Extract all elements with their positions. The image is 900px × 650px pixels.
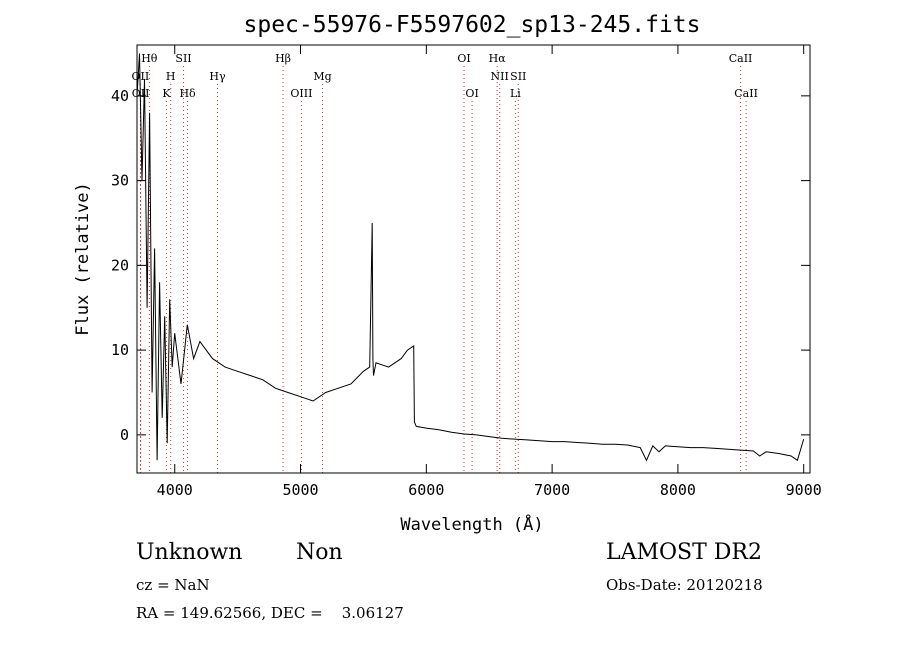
object-class: Unknown: [136, 540, 243, 565]
line-label: Hδ: [179, 87, 196, 100]
x-tick-label: 4000: [157, 481, 193, 499]
x-tick-label: 9000: [786, 481, 822, 499]
x-tick-label: 8000: [660, 481, 696, 499]
line-label: Hγ: [209, 70, 226, 83]
line-label: H: [166, 70, 176, 83]
spectrum-line: [136, 53, 805, 462]
spectral-line-markers: [139, 66, 747, 473]
line-label: K: [162, 87, 171, 100]
line-label: Li: [510, 87, 521, 100]
x-axis-ticks: 4000 5000 6000 7000 8000 9000: [157, 45, 822, 499]
line-label: NII: [491, 70, 509, 83]
chart-title: spec-55976-F5597602_sp13-245.fits: [244, 12, 701, 38]
line-label: Hβ: [275, 52, 291, 65]
x-tick-label: 6000: [408, 481, 444, 499]
y-tick-label: 30: [111, 172, 129, 190]
y-axis-ticks: 0 10 20 30 40: [111, 87, 810, 444]
line-label: CaII: [729, 52, 753, 65]
redshift-value: cz = NaN: [136, 576, 210, 594]
plot-frame: [136, 44, 811, 474]
x-axis-label: Wavelength (Å): [400, 513, 543, 535]
line-label: Hθ: [141, 52, 158, 65]
y-tick-label: 20: [111, 256, 129, 274]
object-subclass: Non: [296, 540, 343, 565]
x-tick-label: 7000: [534, 481, 570, 499]
line-label: CaII: [734, 87, 758, 100]
x-tick-label: 5000: [282, 481, 318, 499]
observation-date: Obs-Date: 20120218: [606, 576, 763, 594]
line-label: Hα: [489, 52, 507, 65]
y-tick-label: 10: [111, 341, 129, 359]
line-label: OI: [457, 52, 470, 65]
line-label: OI: [465, 87, 478, 100]
line-label: OIII: [290, 87, 312, 100]
line-label: Mg: [313, 70, 331, 83]
y-axis-label: Flux (relative): [73, 182, 93, 336]
survey-name: LAMOST DR2: [606, 540, 762, 565]
y-tick-label: 40: [111, 87, 129, 105]
line-label: SII: [175, 52, 191, 65]
coordinates: RA = 149.62566, DEC = 3.06127: [136, 604, 404, 622]
line-label: SII: [510, 70, 526, 83]
y-tick-label: 0: [120, 426, 129, 444]
